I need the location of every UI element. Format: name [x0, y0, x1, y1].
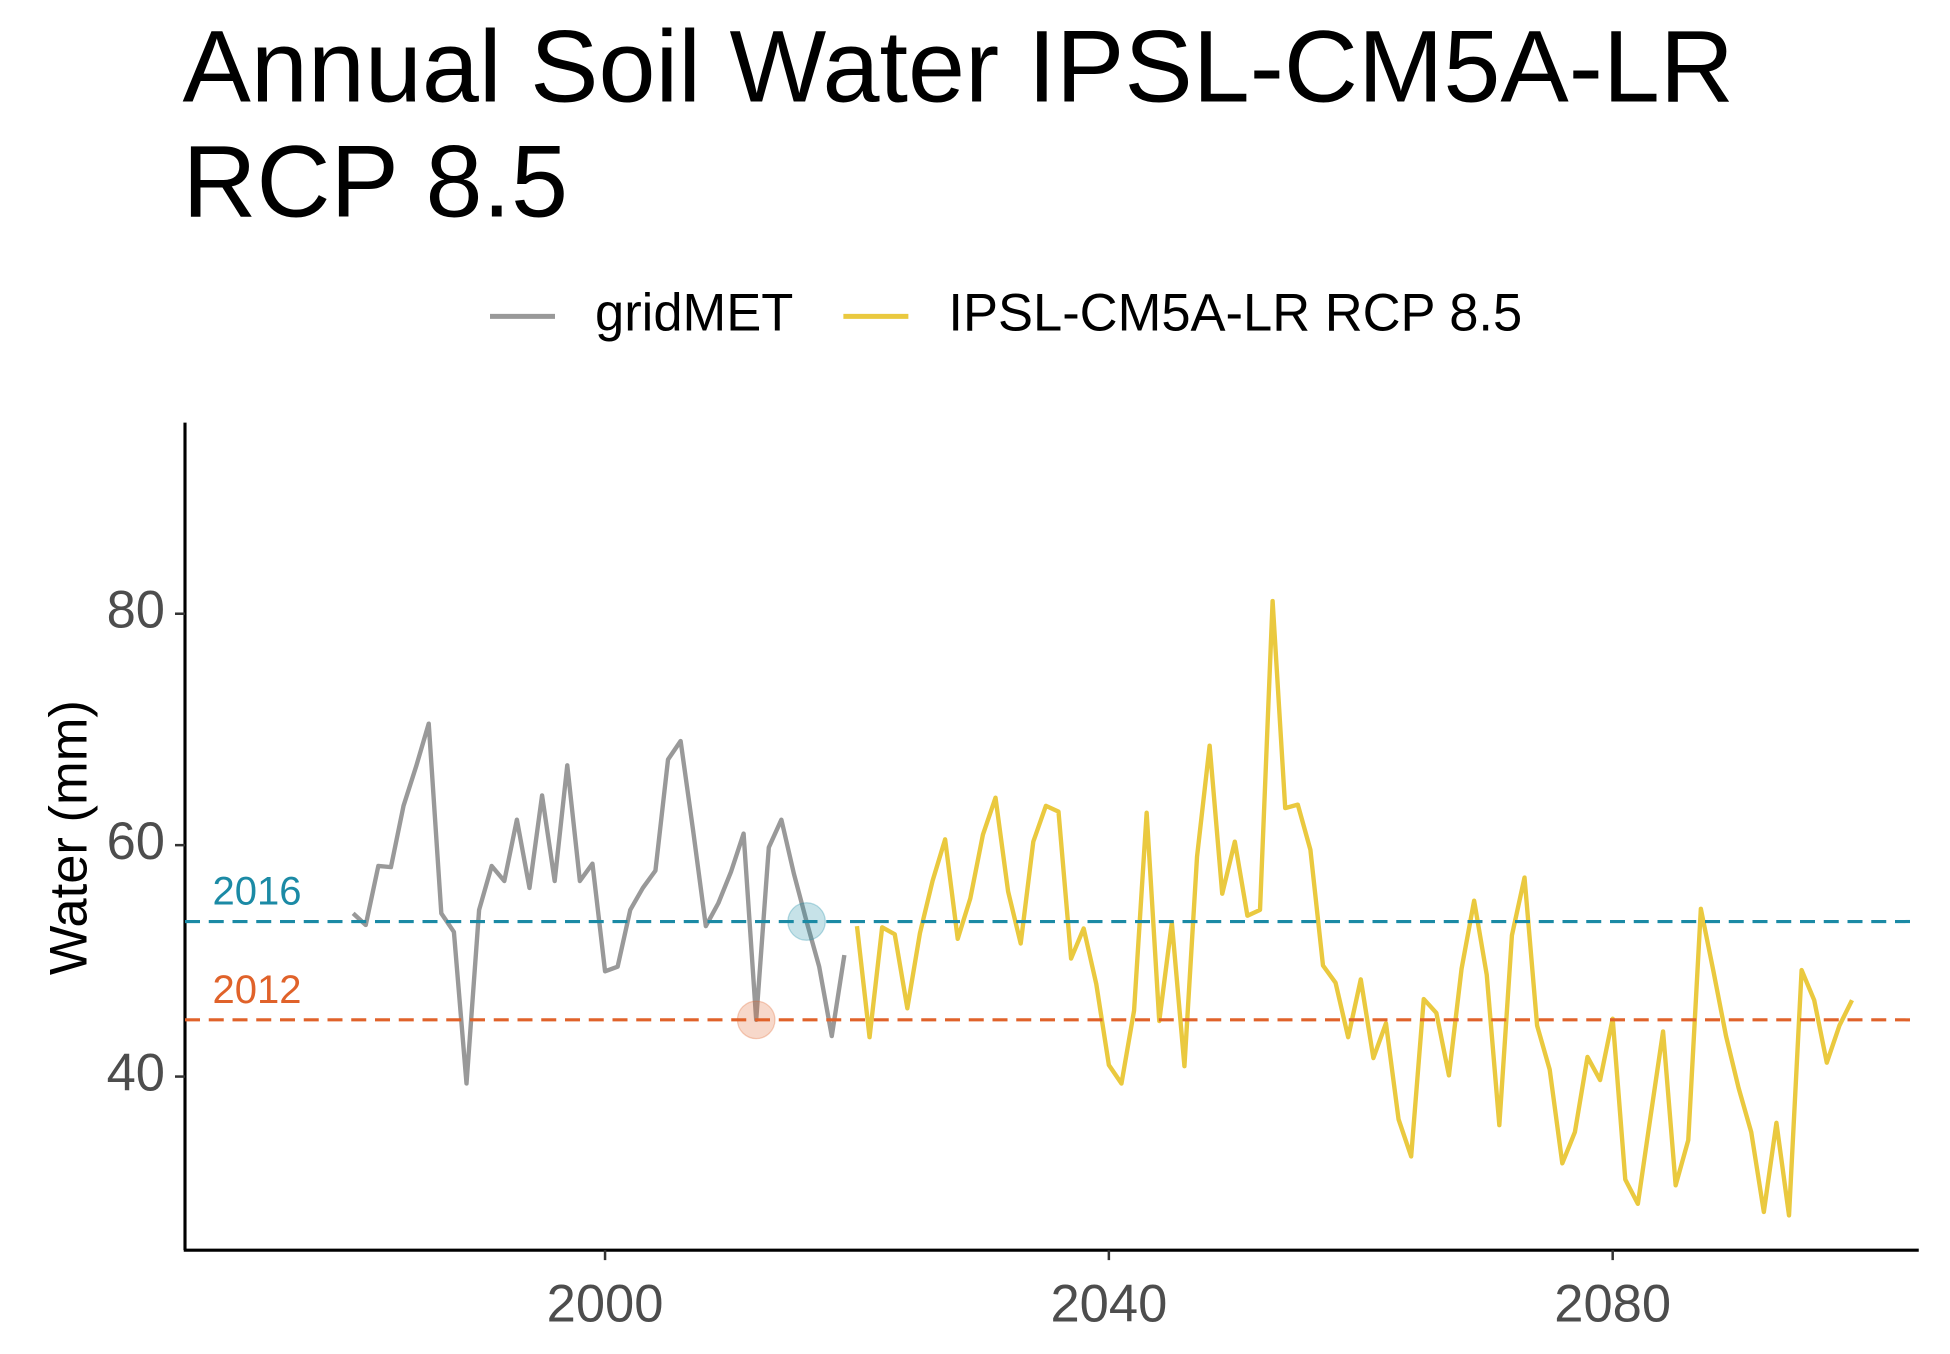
x-tick-label: 2040	[1050, 1275, 1167, 1334]
legend-label: IPSL-CM5A-LR RCP 8.5	[948, 283, 1522, 342]
series-line	[351, 721, 847, 1086]
title-box: Annual Soil Water IPSL-CM5A-LR RCP 8.5	[182, 10, 1734, 239]
highlight-point	[787, 902, 826, 941]
x-tick-label: 2000	[547, 1275, 664, 1334]
reference-label: 2012	[213, 968, 302, 1012]
chart-title: Annual Soil Water IPSL-CM5A-LR RCP 8.5	[182, 10, 1734, 239]
highlight-point	[736, 1000, 776, 1040]
y-tick-label: 60	[107, 812, 165, 871]
x-tick-label: 2080	[1554, 1275, 1671, 1334]
reference-label: 2016	[213, 870, 302, 914]
legend-label: gridMET	[595, 283, 793, 342]
y-tick-label: 40	[107, 1043, 165, 1102]
series-line	[854, 598, 1854, 1218]
y-axis-label: Water (mm)	[39, 700, 98, 975]
y-tick-label: 80	[107, 581, 165, 640]
